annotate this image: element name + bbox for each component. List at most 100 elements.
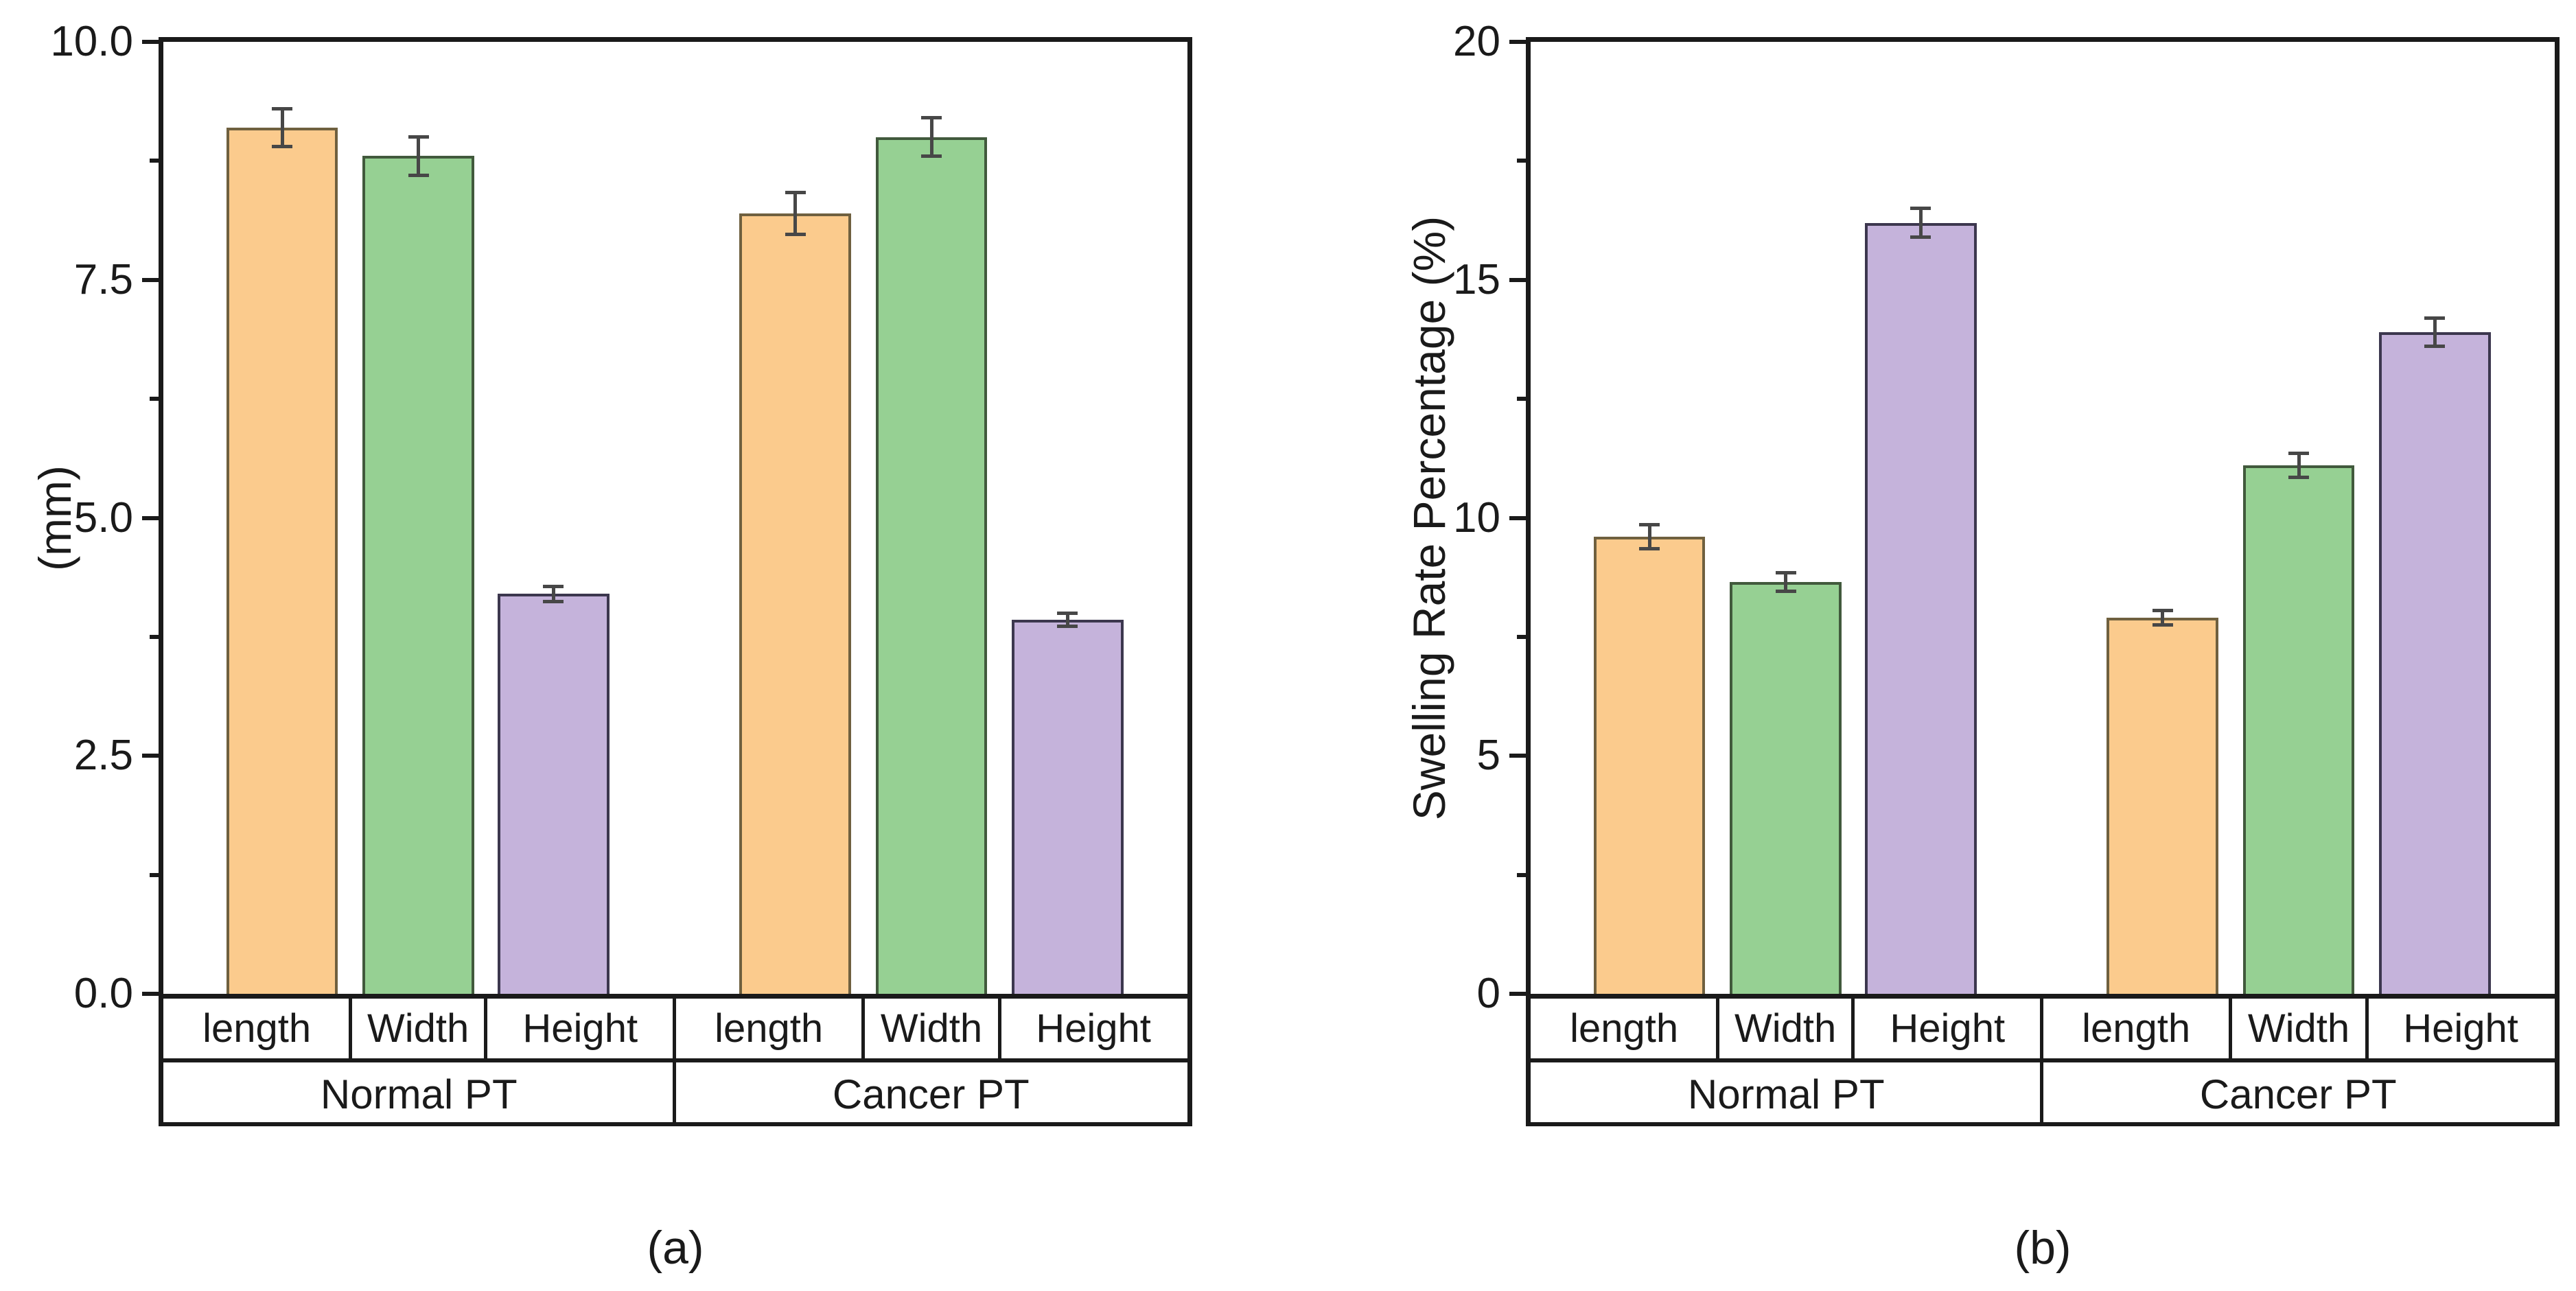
bar-normal-length (226, 127, 338, 994)
error-bar-cap (785, 190, 806, 194)
group-cell-label: Normal PT (1687, 1071, 1885, 1117)
category-cell-label: Height (1036, 1006, 1151, 1051)
error-bar-line (1784, 572, 1787, 592)
error-bar-cap (2152, 623, 2173, 627)
plot-frame (159, 37, 1192, 994)
error-bar-line (1918, 208, 1923, 237)
category-cell-label: Width (367, 1006, 469, 1051)
category-cell-divider (2040, 994, 2043, 1062)
y-major-tick (1509, 40, 1526, 44)
error-bar-cap (408, 173, 429, 177)
y-tick-label: 0 (1476, 970, 1500, 1017)
error-bar-line (1647, 524, 1651, 549)
error-bar-cap (1910, 235, 1931, 239)
error-bar-cap (408, 135, 429, 139)
category-cell-label: length (202, 1006, 312, 1051)
error-bar-cap (2152, 609, 2173, 613)
category-cell-divider (1851, 994, 1855, 1062)
error-bar-line (280, 108, 284, 147)
category-cell-divider (1715, 994, 1719, 1062)
bar-normal-height (1865, 222, 1977, 994)
bar-normal-width (362, 156, 474, 994)
error-bar-cap (921, 154, 942, 158)
group-cell-divider (2040, 1058, 2043, 1126)
category-cell-divider (997, 994, 1001, 1062)
table-left-edge (1526, 994, 1531, 1126)
panel-caption: (a) (647, 1222, 704, 1274)
table-right-edge (2555, 994, 2560, 1126)
error-bar-cap (543, 600, 564, 604)
y-tick-label: 10.0 (50, 18, 133, 65)
y-major-tick (1509, 277, 1526, 282)
y-minor-tick (1517, 159, 1526, 163)
group-cell-label: Normal PT (320, 1071, 518, 1117)
y-minor-tick (1517, 872, 1526, 877)
y-major-tick (142, 40, 159, 44)
category-cell-label: Height (1890, 1006, 2006, 1051)
category-cell-label: Height (522, 1006, 638, 1051)
y-tick-label: 20 (1453, 18, 1500, 65)
error-bar-cap (785, 232, 806, 236)
y-major-tick (142, 754, 159, 758)
category-cell-label: Width (1734, 1006, 1837, 1051)
category-cell-divider (861, 994, 866, 1062)
error-bar-cap (1910, 207, 1931, 211)
error-bar-line (2161, 610, 2165, 625)
bar-cancer-height (1012, 619, 1124, 994)
error-bar-cap (2424, 316, 2446, 320)
group-cell-label: Cancer PT (2199, 1071, 2397, 1117)
error-bar-cap (272, 106, 293, 111)
error-bar-line (2433, 318, 2437, 347)
error-bar-line (2297, 453, 2301, 478)
y-major-tick (142, 277, 159, 282)
category-cell-divider (673, 994, 676, 1062)
error-bar-cap (1775, 590, 1796, 594)
bar-normal-height (498, 594, 610, 994)
y-tick-label: 2.5 (73, 732, 133, 780)
y-tick-label: 10 (1453, 493, 1500, 542)
y-major-tick (1509, 754, 1526, 758)
y-minor-tick (150, 159, 159, 163)
error-bar-line (1065, 613, 1069, 627)
error-bar-cap (1775, 570, 1796, 574)
y-minor-tick (150, 872, 159, 877)
error-bar-cap (1639, 547, 1660, 551)
bar-cancer-width (2242, 465, 2355, 994)
y-minor-tick (150, 634, 159, 639)
y-minor-tick (1517, 634, 1526, 639)
bar-cancer-height (2379, 332, 2491, 994)
category-cell-divider (348, 994, 352, 1062)
plot-frame (1526, 37, 2560, 994)
error-bar-cap (921, 116, 942, 120)
y-major-tick (1509, 515, 1526, 520)
group-cell-label: Cancer PT (832, 1071, 1030, 1117)
y-major-tick (142, 515, 159, 520)
y-tick-label: 7.5 (73, 255, 133, 303)
error-bar-cap (272, 145, 293, 149)
y-tick-label: 15 (1453, 255, 1500, 303)
category-cell-label: length (715, 1006, 824, 1051)
error-bar-cap (2288, 476, 2309, 480)
category-cell-divider (2365, 994, 2369, 1062)
bar-cancer-length (2107, 618, 2218, 994)
y-minor-tick (150, 397, 159, 402)
table-left-edge (159, 994, 163, 1126)
y-major-tick (142, 992, 159, 996)
category-cell-label: length (1570, 1006, 1679, 1051)
bar-cancer-length (739, 213, 851, 994)
panel-caption: (b) (2014, 1222, 2072, 1274)
error-bar-cap (543, 584, 564, 588)
y-major-tick (1509, 992, 1526, 996)
table-right-edge (1187, 994, 1192, 1126)
category-cell-divider (2229, 994, 2233, 1062)
error-bar-cap (2424, 345, 2446, 349)
y-minor-tick (1517, 397, 1526, 402)
group-cell-divider (673, 1058, 676, 1126)
error-bar-cap (1639, 523, 1660, 527)
error-bar-line (929, 117, 933, 156)
error-bar-line (551, 586, 555, 602)
bar-normal-width (1730, 582, 1842, 994)
